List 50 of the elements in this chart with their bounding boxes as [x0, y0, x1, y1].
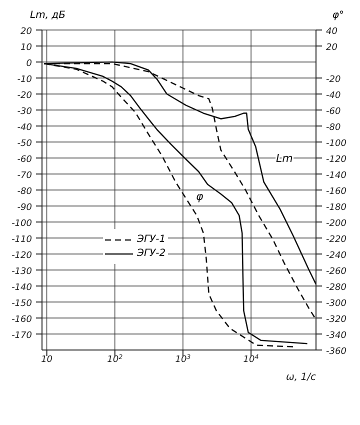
y2-tick-label: -160 — [326, 187, 347, 197]
y2-tick-label: -260 — [326, 267, 347, 277]
y-tick-label: -150 — [12, 299, 32, 309]
y-axis-title: Lm, дБ — [30, 10, 66, 23]
y2-tick-label: -20 — [326, 75, 341, 85]
annotation: φ — [196, 190, 204, 203]
y-tick-label: -30 — [17, 107, 32, 117]
y-tick-label: -140 — [12, 283, 32, 293]
y2-tick-label: -220 — [326, 235, 347, 245]
y2-tick-label: -200 — [326, 219, 347, 229]
y-tick-label: -80 — [17, 187, 32, 197]
y2-tick-label: -180 — [326, 203, 347, 213]
legend-label: ЭГУ-2 — [137, 248, 166, 259]
y2-tick-label: -140 — [326, 171, 347, 181]
y-tick-label: -100 — [12, 219, 32, 229]
y-tick-label: -50 — [17, 139, 32, 149]
y2-tick-label: -80 — [326, 123, 341, 133]
y-tick-label: -60 — [17, 155, 32, 165]
y2-tick-label: -340 — [326, 331, 347, 341]
y-tick-label: -120 — [12, 251, 32, 261]
y-tick-label: -10 — [17, 75, 32, 85]
y2-tick-label: -300 — [326, 299, 347, 309]
x-tick-label: 10$^{4}$ — [243, 354, 259, 365]
y-tick-label: -130 — [12, 267, 32, 277]
y-tick-label: 20 — [20, 27, 32, 37]
y-tick-label: -40 — [17, 123, 32, 133]
y2-tick-label: -320 — [326, 315, 347, 325]
x-tick-label: 10 — [41, 355, 53, 365]
y-tick-label: -70 — [17, 171, 32, 181]
y2-axis-title: φ° — [332, 10, 344, 23]
y2-tick-label: 40 — [326, 27, 338, 37]
y2-tick-label: -240 — [326, 251, 347, 261]
legend-label: ЭГУ-1 — [137, 234, 166, 245]
x-tick-label: 10$^{2}$ — [107, 354, 123, 365]
x-axis-title: ω, 1/c — [286, 372, 316, 383]
y-tick-label: -20 — [17, 91, 32, 101]
y2-tick-label: -40 — [326, 91, 341, 101]
y-tick-label: -110 — [12, 235, 32, 245]
y-tick-label: -160 — [12, 315, 32, 325]
y-tick-label: 10 — [20, 43, 32, 53]
y2-tick-label: -100 — [326, 139, 347, 149]
y2-tick-label: 20 — [326, 43, 338, 53]
y-tick-label: 0 — [26, 59, 32, 69]
y-tick-label: -90 — [17, 203, 32, 213]
x-tick-label: 10$^{3}$ — [175, 354, 191, 365]
y2-tick-label: -60 — [326, 107, 341, 117]
y2-tick-label: -360 — [326, 347, 347, 357]
y2-tick-label: -120 — [326, 155, 347, 165]
y-tick-label: -170 — [12, 331, 32, 341]
y2-tick-label: -280 — [326, 283, 347, 293]
